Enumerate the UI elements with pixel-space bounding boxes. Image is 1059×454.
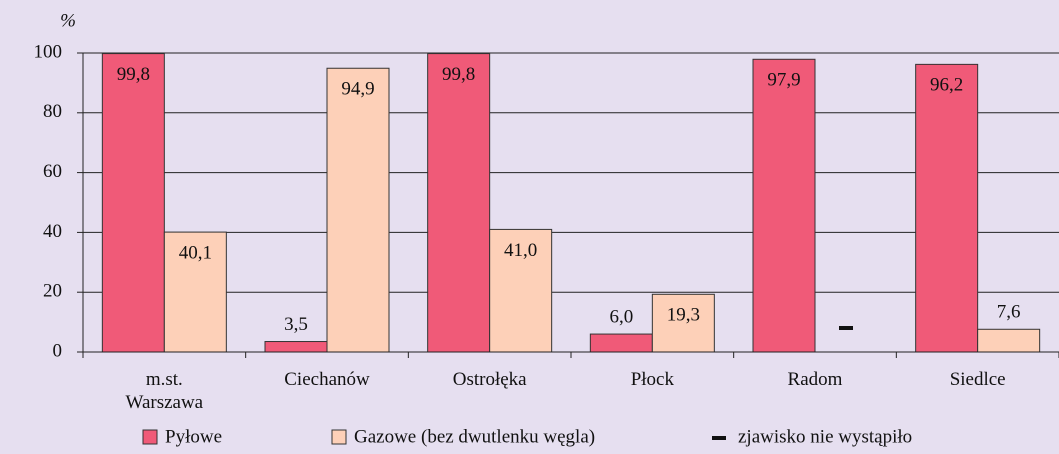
- value-label: 99,8: [117, 64, 150, 85]
- legend-swatch: [331, 429, 347, 445]
- value-label: 6,0: [609, 306, 633, 327]
- y-unit: %: [60, 10, 76, 31]
- x-tick-label: m.st. Warszawa: [125, 369, 204, 413]
- y-tick-label: 20: [43, 281, 62, 302]
- null-dash: [839, 326, 853, 330]
- bar: [427, 53, 491, 353]
- bar: [915, 63, 979, 353]
- bar: [163, 231, 227, 353]
- value-label: 7,6: [997, 302, 1021, 323]
- x-tick-label: Siedlce: [949, 369, 1006, 390]
- y-tick-label: 100: [34, 41, 63, 62]
- value-label: 19,3: [667, 305, 700, 326]
- value-label: 3,5: [284, 314, 308, 335]
- legend-label: Pyłowe: [165, 426, 222, 447]
- y-tick-label: 60: [43, 161, 62, 182]
- legend-swatch: [142, 429, 158, 445]
- bar: [589, 333, 653, 353]
- value-label: 94,9: [341, 79, 374, 100]
- bar: [489, 228, 553, 353]
- y-tick-label: 80: [43, 101, 62, 122]
- value-label: 96,2: [930, 75, 963, 96]
- legend-label: Gazowe (bez dwutlenku węgla): [354, 426, 595, 447]
- y-tick-label: 0: [53, 340, 63, 361]
- x-tick-label: Ciechanów: [284, 369, 370, 390]
- value-label: 41,0: [504, 240, 537, 261]
- x-tick-label: Radom: [787, 369, 843, 390]
- y-tick-label: 40: [43, 221, 62, 242]
- bar: [752, 58, 816, 353]
- legend-dash: [712, 436, 726, 440]
- bar: [101, 53, 165, 353]
- x-tick-label: Płock: [630, 369, 674, 390]
- legend-label: zjawisko nie wystąpiło: [738, 426, 912, 447]
- bar: [651, 293, 715, 353]
- bar: [977, 328, 1041, 353]
- value-label: 40,1: [179, 242, 212, 263]
- bar: [264, 341, 328, 353]
- bar: [326, 67, 390, 353]
- x-tick-label: Ostrołęka: [452, 369, 527, 390]
- value-label: 97,9: [767, 70, 800, 91]
- value-label: 99,8: [442, 64, 475, 85]
